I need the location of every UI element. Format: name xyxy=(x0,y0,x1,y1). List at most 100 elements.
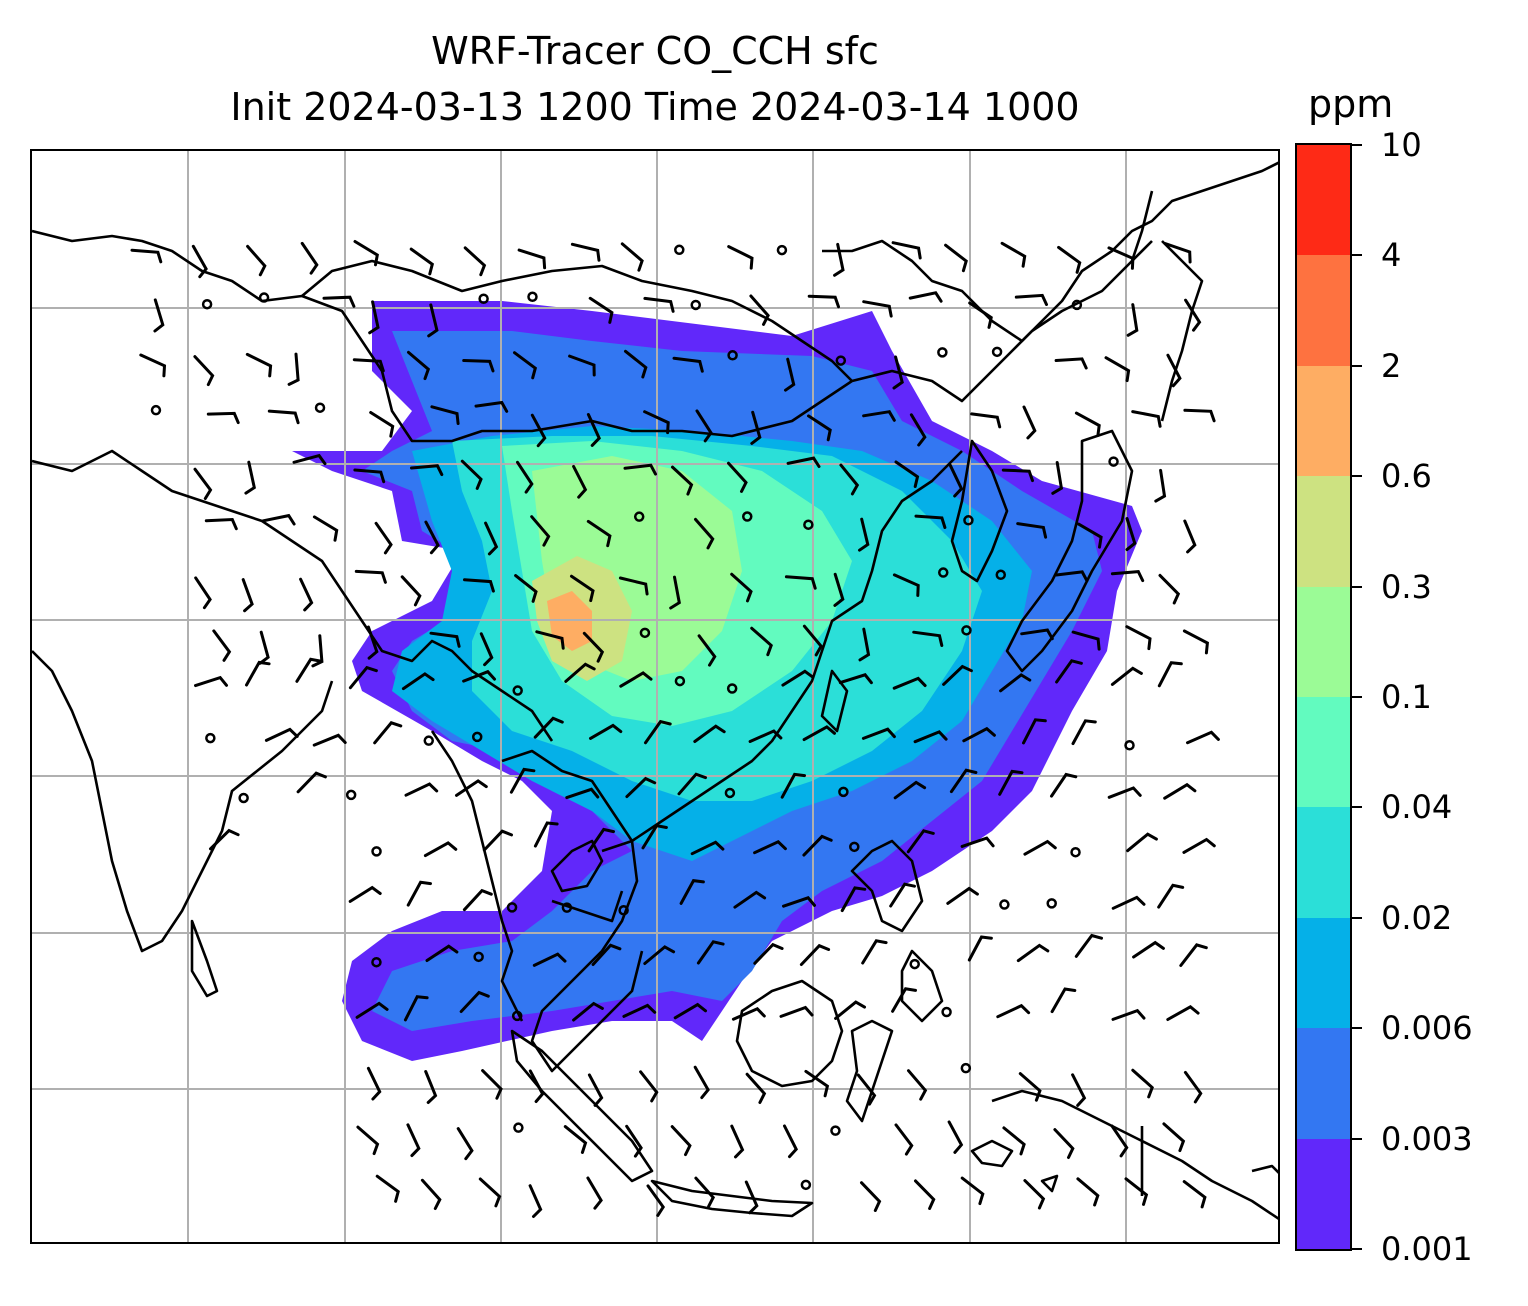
wind-barb xyxy=(1166,353,1182,388)
wind-barb xyxy=(287,352,300,386)
wind-barb xyxy=(749,294,770,326)
wind-barb xyxy=(292,453,327,466)
wind-barb xyxy=(1023,839,1057,856)
wind-barb xyxy=(356,1125,380,1156)
wind-barb xyxy=(322,295,356,308)
wind-barb xyxy=(514,574,538,603)
colorbar-tick-label: 0.6 xyxy=(1381,457,1432,496)
wind-barb xyxy=(891,987,917,1013)
wind-barb xyxy=(643,410,670,435)
wind-barb xyxy=(1182,629,1209,655)
wind-barb xyxy=(949,768,978,794)
wind-barb xyxy=(1051,461,1064,495)
wind-barb xyxy=(153,298,165,333)
calm-wind-marker xyxy=(963,515,974,526)
wind-barb xyxy=(1020,628,1054,641)
wind-barb xyxy=(639,1070,659,1103)
co-concentration-plume xyxy=(292,301,1142,1061)
calm-wind-marker xyxy=(727,350,738,361)
calm-wind-marker xyxy=(561,902,573,913)
wind-barb xyxy=(745,1072,767,1104)
wind-barb xyxy=(1074,411,1101,437)
wind-barb xyxy=(861,939,888,965)
wind-barb xyxy=(914,514,947,529)
calm-wind-marker xyxy=(1108,456,1119,467)
wind-barb xyxy=(799,943,831,966)
wind-barb xyxy=(1077,522,1103,549)
wind-barb xyxy=(947,1120,964,1154)
wind-barb xyxy=(528,1184,543,1218)
wind-barb xyxy=(530,413,547,448)
calm-wind-marker xyxy=(371,956,382,968)
wind-barb xyxy=(1131,1068,1154,1099)
wind-barb xyxy=(246,244,267,277)
calm-wind-marker xyxy=(1070,846,1081,858)
wind-barb xyxy=(906,829,935,854)
wind-barb xyxy=(914,1179,936,1210)
wind-barb xyxy=(533,716,564,739)
wind-barb xyxy=(1055,659,1083,684)
wind-barb xyxy=(641,824,668,850)
colorbar-segment xyxy=(1297,1028,1350,1139)
wind-barb xyxy=(130,248,163,264)
wind-barb xyxy=(727,461,748,493)
colorbar-tick xyxy=(1352,1137,1362,1140)
wind-barb xyxy=(1125,625,1152,651)
wind-barb xyxy=(784,357,796,392)
wind-barb xyxy=(410,464,444,477)
wind-barb xyxy=(1076,1177,1100,1207)
wind-barb xyxy=(970,412,1002,429)
wind-barb xyxy=(690,840,725,856)
wind-barb xyxy=(533,821,559,848)
wind-barb xyxy=(352,358,385,373)
calm-wind-marker xyxy=(937,347,948,358)
wind-barb xyxy=(858,517,870,552)
wind-barb xyxy=(373,721,403,745)
wind-barb xyxy=(401,672,435,691)
wind-barb xyxy=(730,1124,745,1159)
wind-barb xyxy=(353,240,379,267)
wind-barb xyxy=(1163,242,1192,264)
wind-barb xyxy=(625,776,657,799)
calm-wind-marker xyxy=(1071,299,1083,311)
wind-barb xyxy=(679,878,705,905)
wind-barb xyxy=(619,671,653,688)
wind-barb xyxy=(748,729,783,743)
colorbar-segment xyxy=(1297,144,1350,256)
calm-wind-marker xyxy=(205,732,216,744)
wind-barb xyxy=(404,782,439,797)
wind-barb xyxy=(807,414,832,442)
wind-barb xyxy=(1054,570,1089,583)
wind-barb xyxy=(913,730,948,744)
wind-barb xyxy=(697,634,717,667)
calm-wind-marker xyxy=(345,789,357,801)
wind-barb xyxy=(948,463,964,498)
wind-barb xyxy=(892,676,927,690)
wind-barb xyxy=(481,1069,503,1100)
wind-barb xyxy=(672,356,704,373)
wind-barb xyxy=(962,726,996,743)
wind-barb xyxy=(1183,519,1197,554)
calm-wind-marker xyxy=(726,683,738,694)
calm-wind-marker xyxy=(999,899,1010,910)
colorbar xyxy=(1295,143,1352,1251)
wind-barb xyxy=(782,896,816,908)
wind-barb xyxy=(1054,357,1088,370)
colorbar-tick xyxy=(1352,254,1362,257)
wind-barb xyxy=(833,242,845,277)
calm-wind-marker xyxy=(1046,898,1057,909)
calm-wind-marker xyxy=(639,627,651,639)
wind-barb xyxy=(1104,356,1131,383)
wind-barb xyxy=(1110,666,1143,686)
wind-barb xyxy=(423,841,458,858)
colorbar-tick-label: 0.02 xyxy=(1381,898,1453,937)
wind-barb xyxy=(1016,943,1050,963)
calm-wind-marker xyxy=(674,675,686,687)
wind-barb xyxy=(753,840,787,855)
colorbar-tick-label: 10 xyxy=(1381,126,1422,164)
wind-barb xyxy=(209,828,240,851)
wind-barb xyxy=(733,890,767,909)
colorbar-segment xyxy=(1297,1138,1350,1249)
wind-barb xyxy=(430,405,460,425)
wind-barb xyxy=(139,353,167,378)
